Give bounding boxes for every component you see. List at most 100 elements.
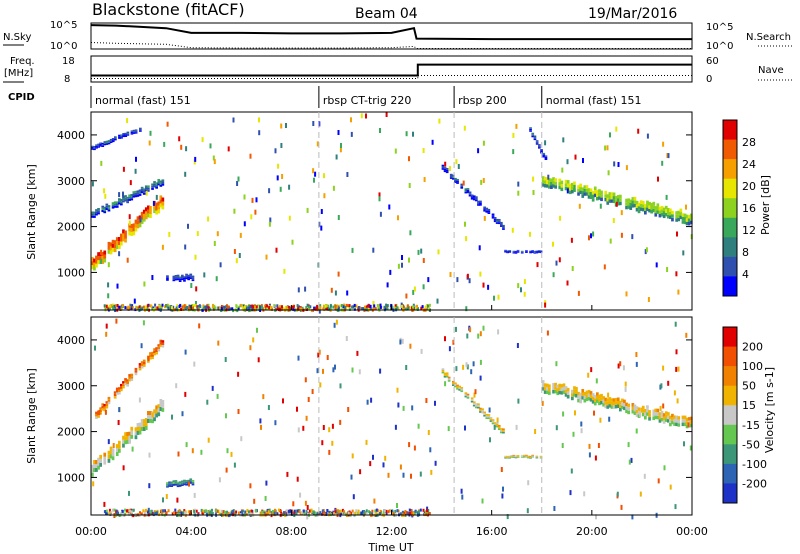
data-cell [429, 447, 432, 453]
data-cell [520, 454, 524, 456]
data-cell [581, 396, 585, 400]
data-cell [171, 414, 173, 420]
data-cell [458, 389, 461, 391]
data-cell [118, 137, 121, 139]
data-cell [259, 418, 262, 424]
data-cell [282, 307, 285, 311]
data-cell [130, 510, 133, 514]
data-cell [635, 361, 638, 367]
data-cell [156, 511, 159, 515]
data-cell [362, 307, 364, 311]
data-cell [658, 412, 662, 416]
data-cell [545, 390, 549, 395]
data-cell [103, 254, 107, 259]
data-cell [548, 178, 551, 182]
data-cell [95, 411, 98, 414]
data-cell [308, 509, 311, 513]
data-cell [583, 188, 587, 193]
data-cell [91, 211, 94, 214]
data-cell [136, 427, 140, 431]
data-cell [558, 182, 562, 186]
data-cell [275, 247, 278, 253]
data-cell [185, 480, 188, 482]
data-cell [337, 509, 340, 513]
data-cell [652, 201, 656, 206]
colorbar-tick-label: 12 [742, 224, 756, 237]
data-cell [579, 399, 582, 404]
data-cell [153, 511, 156, 515]
data-cell [293, 511, 296, 515]
data-cell [479, 271, 482, 277]
data-cell [126, 132, 130, 135]
data-cell [548, 387, 551, 392]
data-cell [134, 367, 138, 371]
data-cell [525, 454, 528, 456]
data-cell [138, 223, 142, 228]
data-cell [355, 509, 358, 513]
data-cell [466, 189, 470, 192]
data-cell [289, 509, 292, 513]
data-cell [142, 209, 146, 214]
data-cell [130, 430, 134, 435]
data-cell [445, 375, 449, 378]
data-cell [525, 252, 528, 253]
data-cell [571, 186, 574, 190]
data-cell [207, 510, 210, 514]
data-cell [658, 213, 662, 218]
data-cell [346, 304, 349, 308]
data-cell [197, 306, 200, 310]
data-cell [93, 215, 96, 218]
noise-right-tick-bottom: 10^0 [706, 41, 733, 52]
data-cell [425, 510, 428, 514]
data-cell [677, 423, 681, 427]
data-cell [520, 252, 524, 254]
nave-tick-bottom: 0 [706, 74, 712, 85]
data-cell [181, 480, 184, 483]
data-cell [523, 279, 526, 285]
data-cell [138, 426, 142, 431]
data-cell [506, 456, 509, 458]
data-cell [302, 509, 305, 513]
data-cell [139, 127, 142, 130]
data-cell [616, 198, 620, 202]
data-cell [109, 246, 113, 251]
data-cell [658, 419, 662, 423]
data-cell [502, 430, 505, 432]
data-cell [687, 422, 690, 428]
data-cell [131, 306, 134, 310]
data-cell [128, 379, 131, 382]
data-cell [97, 212, 100, 215]
data-cell [641, 207, 645, 212]
data-cell [172, 279, 176, 282]
data-cell [132, 132, 136, 134]
data-cell [254, 509, 257, 513]
data-cell [566, 188, 569, 194]
data-cell [591, 194, 595, 199]
data-cell [543, 180, 547, 184]
data-cell [369, 511, 371, 515]
data-cell [600, 190, 603, 195]
data-cell [581, 187, 585, 191]
data-cell [495, 424, 499, 426]
data-cell [334, 364, 336, 370]
cpid-mode-label: normal (fast) 151 [546, 94, 642, 107]
data-cell [599, 417, 602, 423]
data-cell [667, 412, 670, 416]
data-cell [157, 181, 161, 184]
data-cell [646, 207, 649, 212]
data-cell [353, 303, 356, 307]
data-cell [608, 199, 612, 203]
data-cell [128, 435, 131, 440]
data-cell [604, 397, 608, 402]
data-cell [293, 509, 296, 513]
data-cell [157, 307, 160, 311]
data-cell [115, 390, 119, 393]
data-cell [401, 307, 404, 311]
data-cell [194, 156, 197, 162]
data-cell [546, 330, 549, 336]
data-cell [401, 512, 404, 516]
data-cell [155, 409, 158, 414]
data-cell [643, 473, 646, 479]
data-cell [538, 145, 541, 148]
data-cell [531, 252, 534, 253]
